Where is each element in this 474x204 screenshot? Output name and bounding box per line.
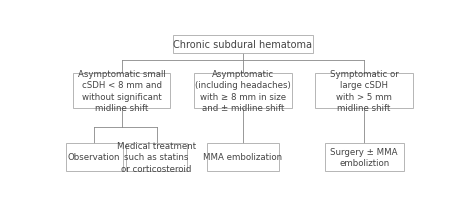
FancyBboxPatch shape	[316, 74, 413, 109]
Text: MMA embolization: MMA embolization	[203, 153, 283, 162]
FancyBboxPatch shape	[173, 36, 313, 54]
FancyBboxPatch shape	[207, 143, 279, 171]
Text: Chronic subdural hematoma: Chronic subdural hematoma	[173, 40, 312, 50]
FancyBboxPatch shape	[194, 74, 292, 109]
FancyBboxPatch shape	[325, 143, 404, 171]
Text: Surgery ± MMA
emboliztion: Surgery ± MMA emboliztion	[330, 147, 398, 167]
FancyBboxPatch shape	[73, 74, 170, 109]
Text: Medical treatment
such as statins
or corticosteroid: Medical treatment such as statins or cor…	[117, 141, 196, 173]
FancyBboxPatch shape	[66, 143, 123, 171]
Text: Asymptomatic
(including headaches)
with ≥ 8 mm in size
and ± midline shift: Asymptomatic (including headaches) with …	[195, 70, 291, 113]
Text: Symptomatic or
large cSDH
with > 5 mm
midline shift: Symptomatic or large cSDH with > 5 mm mi…	[330, 70, 399, 113]
Text: Observation: Observation	[68, 153, 120, 162]
FancyBboxPatch shape	[126, 143, 187, 171]
Text: Asymptomatic small
cSDH < 8 mm and
without significant
midline shift: Asymptomatic small cSDH < 8 mm and witho…	[78, 70, 165, 113]
